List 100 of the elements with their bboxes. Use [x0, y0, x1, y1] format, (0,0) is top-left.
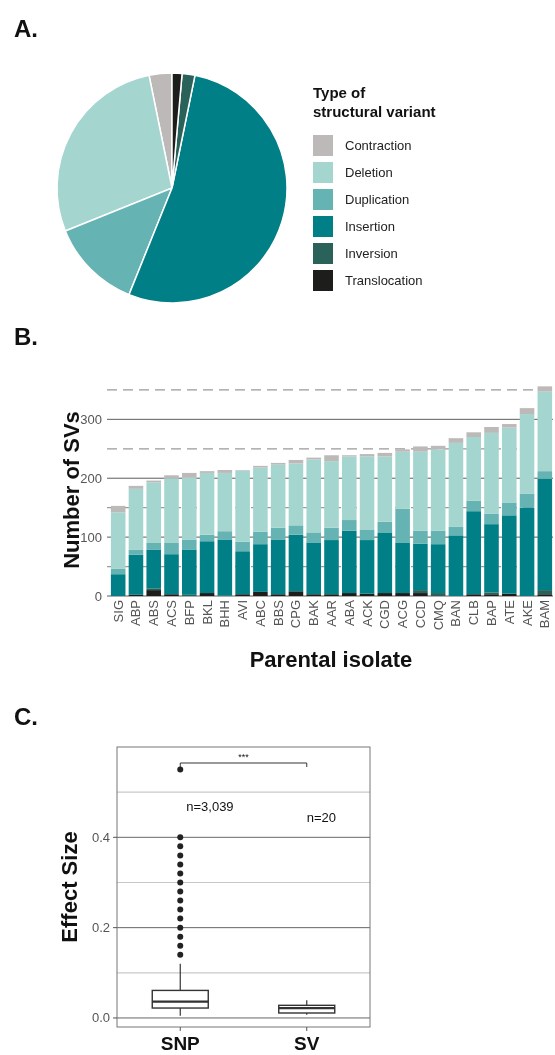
chart-title: B.: [14, 323, 38, 350]
bar: [146, 549, 162, 589]
bar: [164, 554, 179, 595]
bar: [359, 456, 375, 530]
x-tick-label: AAR: [324, 600, 339, 627]
bar: [519, 414, 535, 494]
bar: [235, 551, 250, 595]
x-tick-label: BAP: [483, 600, 499, 627]
y-tick-label: 0: [94, 588, 102, 604]
bar: [377, 456, 393, 522]
x-tick-label: ACK: [359, 599, 375, 627]
bar: [199, 593, 215, 596]
bar: [448, 442, 464, 527]
bar: [413, 446, 428, 452]
bar: [537, 478, 553, 591]
bar: [377, 521, 393, 533]
bar: [430, 449, 446, 531]
x-tick-label: CMQ: [430, 600, 446, 631]
bar: [199, 472, 215, 535]
bar: [537, 386, 553, 392]
x-tick-label: AVI: [235, 600, 251, 620]
bar: [164, 478, 179, 543]
bar: [430, 593, 446, 596]
bar: [519, 408, 535, 415]
annotation: n=3,039: [186, 799, 234, 814]
legend-label: Duplication: [345, 192, 410, 207]
bar: [270, 539, 286, 595]
bar: [466, 511, 481, 595]
x-tick-label: AKE: [519, 599, 535, 627]
bar: [501, 427, 517, 503]
bar: [164, 475, 179, 479]
bar: [146, 590, 162, 596]
chart-title: A.: [14, 15, 38, 42]
annotation: n=20: [306, 810, 337, 825]
legend-label: Deletion: [345, 165, 393, 180]
bar: [288, 525, 304, 535]
bar: [324, 461, 339, 528]
bar: [288, 534, 304, 592]
bar: [466, 500, 481, 512]
bar: [519, 493, 535, 508]
bar: [128, 554, 144, 595]
bar: [128, 488, 144, 550]
bar: [253, 531, 268, 545]
bar: [359, 540, 375, 594]
bar: [217, 531, 233, 540]
bar: [306, 459, 322, 533]
bar: [146, 543, 162, 550]
bar: [288, 463, 304, 526]
bar: [324, 455, 339, 462]
bar: [306, 542, 322, 595]
legend-label: Insertion: [345, 219, 395, 234]
bar: [217, 539, 233, 596]
x-tick-label: CPG: [288, 600, 304, 629]
bar: [217, 469, 233, 473]
x-tick-label: ATE: [501, 599, 517, 625]
bar: [235, 541, 250, 552]
x-tick-label: ABS: [146, 599, 162, 627]
bar: [306, 532, 322, 543]
bar: [182, 549, 197, 595]
bar: [413, 530, 428, 544]
bar: [270, 527, 286, 540]
bar: [253, 467, 268, 532]
legend-label: Contraction: [345, 138, 412, 153]
bar: [466, 432, 481, 437]
annotation: ***: [238, 752, 250, 762]
x-tick-label: ACS: [164, 599, 180, 627]
x-tick-label: BKL: [199, 600, 215, 625]
chart-title: C.: [14, 703, 38, 730]
bar: [110, 512, 126, 569]
bar: [235, 470, 250, 542]
bar: [413, 543, 428, 591]
bar: [413, 451, 428, 531]
bar: [270, 464, 286, 528]
bar: [182, 472, 197, 478]
y-tick-label: 0.4: [91, 829, 110, 845]
y-tick-label: 300: [80, 411, 102, 427]
bar: [484, 524, 499, 593]
bar: [395, 451, 410, 509]
bar: [537, 391, 553, 472]
bar: [341, 530, 357, 594]
bar: [430, 544, 446, 594]
bar: [377, 593, 393, 596]
x-axis-title: Parental isolate: [249, 647, 413, 672]
bar: [395, 508, 410, 543]
bar: [466, 437, 481, 501]
bar: [519, 507, 535, 596]
bar: [430, 530, 446, 545]
bar: [501, 502, 517, 516]
bar: [501, 424, 517, 428]
x-tick-label: BHH: [217, 600, 233, 628]
bar: [324, 540, 339, 595]
bar: [537, 590, 553, 595]
bar: [537, 471, 553, 479]
x-tick-label: BAK: [306, 599, 322, 627]
legend-title: Type of structural variant: [313, 84, 436, 120]
legend-label: Translocation: [345, 273, 423, 288]
x-tick-label: BFP: [181, 600, 197, 626]
bar: [377, 532, 393, 594]
x-tick-label: BAN: [448, 600, 464, 627]
bar: [146, 482, 162, 543]
